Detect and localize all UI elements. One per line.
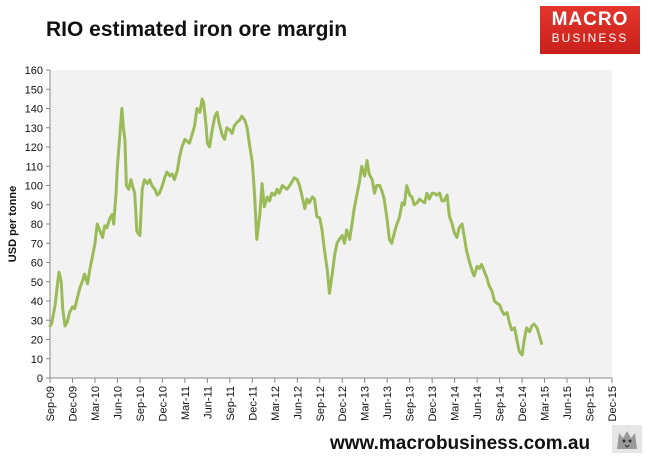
x-tick-label: Mar-14 <box>450 386 462 421</box>
y-tick-label: 30 <box>31 315 43 327</box>
x-tick-label: Mar-13 <box>360 386 372 421</box>
y-tick-label: 160 <box>25 65 43 77</box>
x-tick-label: Jun-14 <box>472 386 484 420</box>
y-tick-label: 80 <box>31 219 43 231</box>
x-tick-label: Jun-11 <box>202 386 214 419</box>
website-url: www.macrobusiness.com.au <box>330 433 591 454</box>
x-tick-label: Sep-14 <box>495 386 507 421</box>
wolf-mascot-icon <box>612 425 642 453</box>
x-tick-label: Jun-13 <box>382 386 394 420</box>
x-tick-label: Dec-15 <box>607 386 619 421</box>
y-tick-label: 60 <box>31 258 43 270</box>
y-tick-label: 90 <box>31 200 43 212</box>
y-tick-label: 140 <box>25 104 43 116</box>
x-tick-label: Mar-15 <box>540 386 552 421</box>
y-axis-title: USD per tonne <box>7 186 19 262</box>
x-tick-label: Dec-13 <box>427 386 439 421</box>
x-tick-label: Mar-12 <box>270 386 282 421</box>
x-tick-label: Sep-11 <box>225 386 237 421</box>
x-tick-label: Mar-10 <box>90 386 102 421</box>
macrobusiness-logo: MACRO BUSINESS <box>540 6 640 54</box>
x-tick-label: Dec-09 <box>67 386 79 421</box>
y-tick-label: 110 <box>25 161 43 173</box>
x-tick-label: Jun-12 <box>292 386 304 420</box>
x-tick-label: Sep-13 <box>405 386 417 421</box>
y-tick-label: 120 <box>25 142 43 154</box>
y-tick-label: 40 <box>31 296 43 308</box>
logo-line-macro: MACRO <box>551 9 629 30</box>
x-tick-label: Sep-15 <box>585 386 597 421</box>
y-tick-label: 130 <box>25 123 43 135</box>
y-tick-label: 70 <box>31 238 43 250</box>
series-line-margin <box>48 97 544 357</box>
y-tick-label: 50 <box>31 277 43 289</box>
x-tick-label: Dec-14 <box>517 386 529 421</box>
x-tick-label: Sep-09 <box>45 386 57 421</box>
y-tick-label: 100 <box>25 181 43 193</box>
chart-title: RIO estimated iron ore margin <box>46 18 348 41</box>
y-tick-label: 10 <box>31 354 43 366</box>
x-tick-label: Sep-10 <box>135 386 147 421</box>
y-tick-label: 0 <box>37 373 43 385</box>
y-tick-label: 150 <box>25 84 43 96</box>
x-tick-label: Sep-12 <box>315 386 327 421</box>
y-tick-label: 20 <box>31 335 43 347</box>
logo-line-business: BUSINESS <box>551 31 629 45</box>
x-tick-label: Jun-15 <box>562 386 574 420</box>
x-tick-label: Dec-12 <box>337 386 349 421</box>
x-tick-label: Dec-10 <box>157 386 169 421</box>
x-tick-label: Jun-10 <box>112 386 124 420</box>
plot-area <box>50 70 612 378</box>
x-tick-label: Dec-11 <box>247 386 259 421</box>
x-tick-label: Mar-11 <box>180 386 192 420</box>
